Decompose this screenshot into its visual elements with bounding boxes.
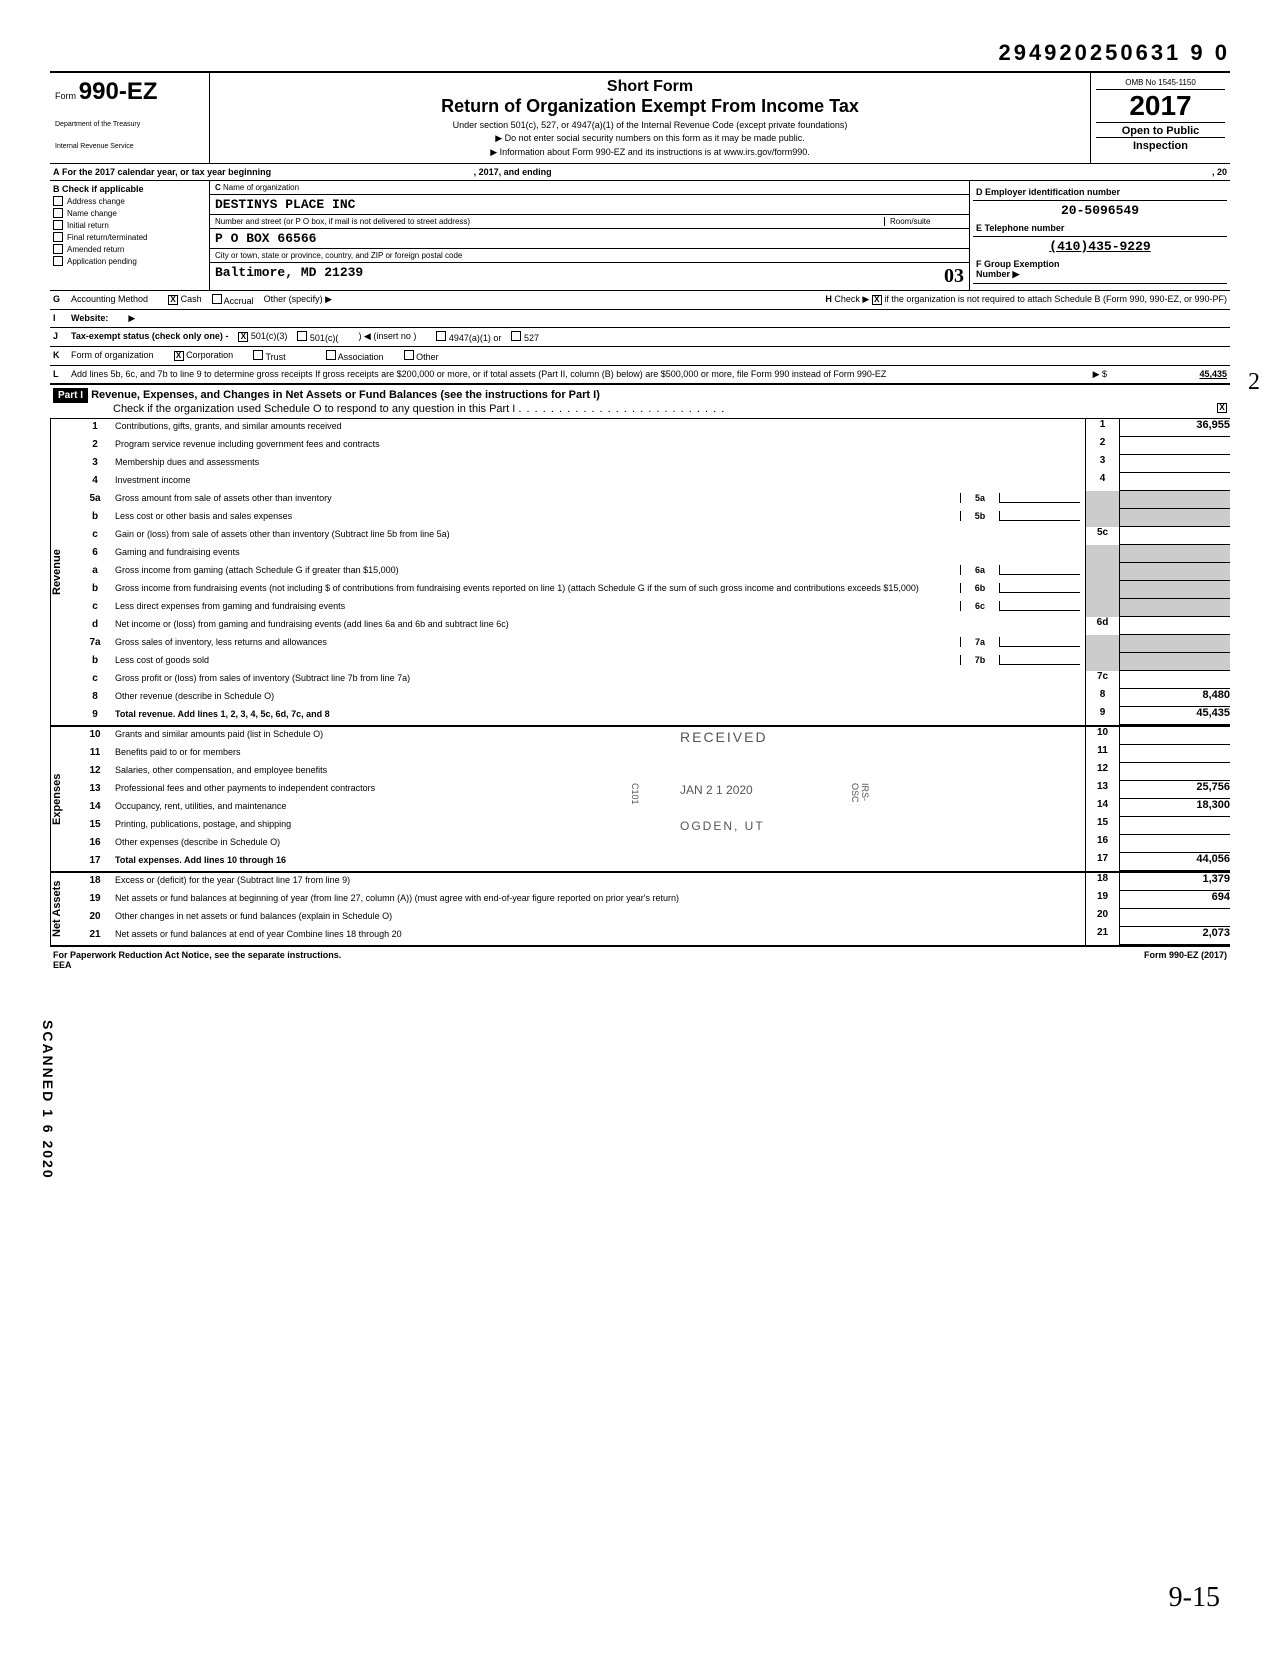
org-info-section: B Check if applicable Address change Nam…	[50, 181, 1230, 291]
line-a: A For the 2017 calendar year, or tax yea…	[50, 164, 1230, 181]
org-city: Baltimore, MD 21239	[215, 265, 363, 288]
accrual-checkbox[interactable]	[212, 294, 222, 304]
line-j: J Tax-exempt status (check only one) - 5…	[50, 328, 1230, 347]
line-g: G Accounting Method Cash Accrual Other (…	[50, 291, 1230, 310]
line-b: bLess cost or other basis and sales expe…	[80, 509, 1230, 527]
subtitle-3: ▶ Information about Form 990-EZ and its …	[215, 147, 1085, 158]
line-1: 1Contributions, gifts, grants, and simil…	[80, 419, 1230, 437]
open-public: Open to Public	[1096, 122, 1225, 137]
line-10: 10Grants and similar amounts paid (list …	[80, 727, 1230, 745]
501c3-checkbox[interactable]	[238, 332, 248, 342]
line-21: 21Net assets or fund balances at end of …	[80, 927, 1230, 945]
form-number: 990-EZ	[79, 78, 158, 105]
name-change-checkbox[interactable]	[53, 208, 63, 218]
line-18: 18Excess or (deficit) for the year (Subt…	[80, 873, 1230, 891]
line-i: I Website: ▶	[50, 310, 1230, 328]
phone: (410)435-9229	[973, 237, 1227, 256]
revenue-label: Revenue	[50, 419, 80, 725]
footer: For Paperwork Reduction Act Notice, see …	[50, 947, 1230, 973]
line-c: cGross profit or (loss) from sales of in…	[80, 671, 1230, 689]
other-checkbox[interactable]	[404, 350, 414, 360]
part1-header: Part I Revenue, Expenses, and Changes in…	[50, 384, 1230, 419]
line-3: 3Membership dues and assessments3	[80, 455, 1230, 473]
hand-signature: 9-15	[1169, 1582, 1220, 1614]
501c-checkbox[interactable]	[297, 331, 307, 341]
line-9: 9Total revenue. Add lines 1, 2, 3, 4, 5c…	[80, 707, 1230, 725]
line-4: 4Investment income4	[80, 473, 1230, 491]
irs-label: Internal Revenue Service	[55, 143, 204, 150]
subtitle-2: ▶ Do not enter social security numbers o…	[215, 133, 1085, 144]
line-2: 2Program service revenue including gover…	[80, 437, 1230, 455]
final-return-checkbox[interactable]	[53, 232, 63, 242]
schedule-o-checkbox[interactable]	[1217, 403, 1227, 413]
addr-change-checkbox[interactable]	[53, 196, 63, 206]
line-19: 19Net assets or fund balances at beginni…	[80, 891, 1230, 909]
short-form-title: Short Form	[215, 78, 1085, 96]
inspection: Inspection	[1096, 137, 1225, 152]
line-c: cGain or (loss) from sale of assets othe…	[80, 527, 1230, 545]
line-15: 15Printing, publications, postage, and s…	[80, 817, 1230, 835]
trust-checkbox[interactable]	[253, 350, 263, 360]
line-d: dNet income or (loss) from gaming and fu…	[80, 617, 1230, 635]
org-address: P O BOX 66566	[210, 229, 969, 248]
line-14: 14Occupancy, rent, utilities, and mainte…	[80, 799, 1230, 817]
main-title: Return of Organization Exempt From Incom…	[215, 96, 1085, 117]
line-13: 13Professional fees and other payments t…	[80, 781, 1230, 799]
line-20: 20Other changes in net assets or fund ba…	[80, 909, 1230, 927]
527-checkbox[interactable]	[511, 331, 521, 341]
line-5a: 5aGross amount from sale of assets other…	[80, 491, 1230, 509]
subtitle-1: Under section 501(c), 527, or 4947(a)(1)…	[215, 120, 1085, 130]
netassets-label: Net Assets	[50, 873, 80, 945]
org-name: DESTINYS PLACE INC	[210, 195, 969, 214]
document-number: 294920250631 9 0	[50, 40, 1230, 66]
assoc-checkbox[interactable]	[326, 350, 336, 360]
omb-number: OMB No 1545-1150	[1096, 78, 1225, 90]
line-8: 8Other revenue (describe in Schedule O)8…	[80, 689, 1230, 707]
gross-receipts: 45,435	[1117, 369, 1227, 380]
line-16: 16Other expenses (describe in Schedule O…	[80, 835, 1230, 853]
pending-checkbox[interactable]	[53, 256, 63, 266]
line-b: bGross income from fundraising events (n…	[80, 581, 1230, 599]
form-header: Form 990-EZ Department of the Treasury I…	[50, 71, 1230, 164]
line-l: L Add lines 5b, 6c, and 7b to line 9 to …	[50, 366, 1230, 384]
line-b: bLess cost of goods sold7b	[80, 653, 1230, 671]
line-12: 12Salaries, other compensation, and empl…	[80, 763, 1230, 781]
ein: 20-5096549	[973, 201, 1227, 220]
expenses-label: Expenses	[50, 727, 80, 871]
line-c: cLess direct expenses from gaming and fu…	[80, 599, 1230, 617]
schedule-b-checkbox[interactable]	[872, 295, 882, 305]
form-label: Form	[55, 91, 76, 101]
hand-mark-03: 03	[944, 265, 964, 288]
dept-treasury: Department of the Treasury	[55, 121, 204, 128]
scanned-stamp: SCANNED 1 6 2020	[40, 1020, 56, 1180]
line-k: K Form of organization Corporation Trust…	[50, 347, 1230, 366]
amended-checkbox[interactable]	[53, 244, 63, 254]
line-a: aGross income from gaming (attach Schedu…	[80, 563, 1230, 581]
line-17: 17Total expenses. Add lines 10 through 1…	[80, 853, 1230, 871]
line-7a: 7aGross sales of inventory, less returns…	[80, 635, 1230, 653]
initial-return-checkbox[interactable]	[53, 220, 63, 230]
4947-checkbox[interactable]	[436, 331, 446, 341]
tax-year: 2017	[1096, 90, 1225, 122]
line-6: 6Gaming and fundraising events	[80, 545, 1230, 563]
cash-checkbox[interactable]	[168, 295, 178, 305]
corp-checkbox[interactable]	[174, 351, 184, 361]
hand-mark-2: 2	[1248, 369, 1260, 396]
line-11: 11Benefits paid to or for members11	[80, 745, 1230, 763]
